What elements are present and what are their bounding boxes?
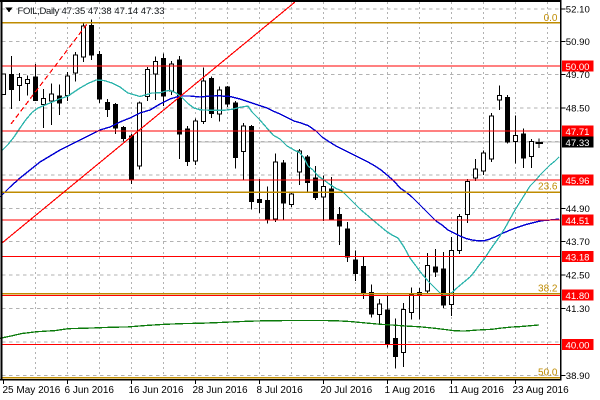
svg-text:43.70: 43.70	[566, 237, 590, 248]
svg-text:48.50: 48.50	[566, 104, 590, 115]
svg-text:8 Jul 2016: 8 Jul 2016	[257, 385, 304, 396]
svg-text:44.90: 44.90	[566, 204, 590, 215]
svg-text:41.80: 41.80	[566, 291, 590, 302]
svg-text:38.2: 38.2	[538, 284, 558, 295]
svg-text:41.30: 41.30	[566, 304, 590, 315]
svg-text:50.90: 50.90	[566, 37, 590, 48]
svg-text:11 Aug 2016: 11 Aug 2016	[449, 385, 505, 396]
svg-text:44.51: 44.51	[566, 216, 590, 227]
svg-text:0.0: 0.0	[544, 13, 558, 24]
svg-text:FOIL,Daily: FOIL,Daily	[18, 6, 60, 17]
svg-text:40.00: 40.00	[566, 340, 590, 351]
svg-text:25 May 2016: 25 May 2016	[3, 385, 61, 396]
svg-text:43.18: 43.18	[566, 252, 590, 263]
svg-text:28 Jun 2016: 28 Jun 2016	[193, 385, 248, 396]
svg-text:50.00: 50.00	[566, 62, 590, 73]
svg-text:49.70: 49.70	[566, 70, 590, 81]
svg-text:47.35 47.38 47.14 47.33: 47.35 47.38 47.14 47.33	[62, 6, 165, 17]
svg-text:42.50: 42.50	[566, 271, 590, 282]
svg-text:45.96: 45.96	[566, 176, 590, 187]
svg-text:52.10: 52.10	[566, 5, 590, 16]
svg-text:50.0: 50.0	[538, 368, 558, 379]
svg-text:20 Jul 2016: 20 Jul 2016	[321, 385, 373, 396]
svg-text:23.6: 23.6	[538, 182, 558, 193]
svg-text:47.33: 47.33	[566, 138, 590, 149]
svg-text:6 Jun 2016: 6 Jun 2016	[65, 385, 115, 396]
svg-text:47.71: 47.71	[566, 127, 590, 138]
svg-text:23 Aug 2016: 23 Aug 2016	[513, 385, 570, 396]
svg-text:1 Aug 2016: 1 Aug 2016	[385, 385, 436, 396]
svg-text:16 Jun 2016: 16 Jun 2016	[129, 385, 184, 396]
svg-text:38.90: 38.90	[566, 371, 590, 382]
